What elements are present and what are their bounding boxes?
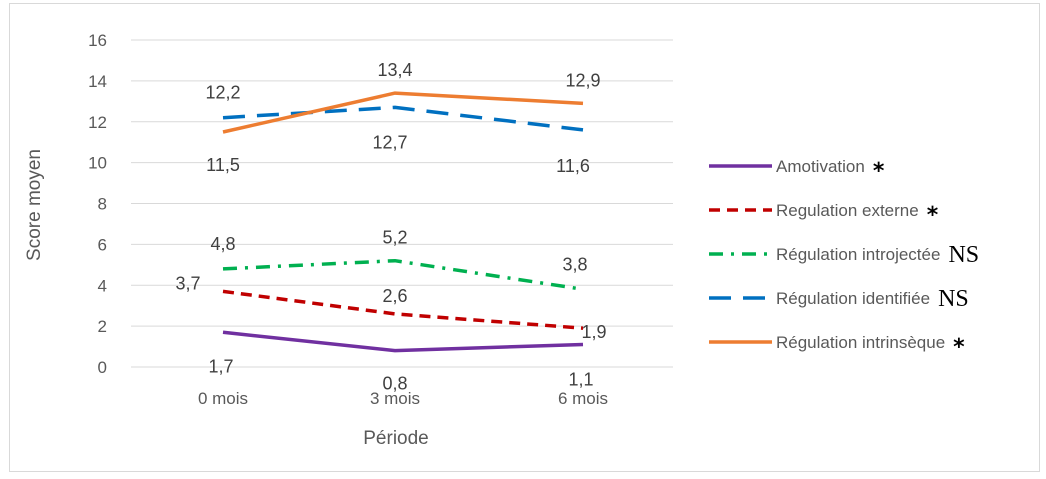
series-line-3 [222,105,584,132]
data-label: 4,8 [210,234,235,254]
y-tick-label: 6 [98,235,107,254]
legend-significance-marker: * [927,203,939,228]
y-tick-label: 10 [88,154,107,173]
y-tick-label: 12 [88,113,107,132]
series-line-4 [222,91,584,134]
legend-item: Régulation introjectée NS [709,242,979,268]
data-label: 11,5 [206,155,240,175]
data-label: 3,8 [562,254,587,274]
y-tick-label: 16 [88,31,107,50]
y-tick-label: 14 [88,72,107,91]
legend-significance-marker: * [953,335,965,360]
y-axis-title: Score moyen [24,149,45,261]
legend: Amotivation *Regulation externe *Régulatio… [709,157,979,360]
x-tick-label: 3 mois [370,389,420,408]
data-label: 13,4 [377,60,412,80]
legend-label: Régulation introjectée [776,245,940,264]
legend-label: Regulation externe [776,201,919,220]
legend-significance-marker: * [873,159,885,184]
series-lines [222,91,584,353]
data-label: 5,2 [382,228,407,248]
data-label: 1,7 [208,356,233,376]
legend-label: Régulation identifiée [776,289,930,308]
data-label: 1,1 [568,370,593,390]
legend-item: Regulation externe * [709,201,939,228]
legend-label: Amotivation [776,157,865,176]
legend-item: Régulation intrinsèque * [709,333,965,360]
x-tick-label: 0 mois [198,389,248,408]
chart-frame [9,3,1040,472]
legend-label: Régulation intrinsèque [776,333,945,352]
y-tick-label: 8 [98,195,107,214]
series-line-1 [222,289,584,330]
data-label: 0,8 [382,374,407,394]
gridlines [131,39,673,368]
data-label: 3,7 [175,273,200,293]
axis-ticks: 0 2 4 6 8 10 12 14 16 0 mois 3 mois 6 mois [88,31,608,408]
legend-item: Régulation identifiée NS [709,286,969,312]
data-label: 12,2 [205,83,240,103]
series-line-2 [222,258,584,292]
legend-item: Amotivation * [709,157,885,184]
y-tick-label: 0 [98,358,107,377]
y-tick-label: 2 [98,317,107,336]
data-label: 12,7 [372,132,407,152]
data-label: 12,9 [565,70,600,90]
series-line-0 [222,330,584,353]
data-labels: 1,7 0,8 1,1 3,7 2,6 1,9 4,8 5,2 3,8 12,2 12,7 11,6 1… [175,60,606,394]
legend-significance-marker: NS [938,286,969,312]
data-label: 1,9 [581,322,606,342]
x-axis-title: Période [363,428,429,449]
x-tick-label: 6 mois [558,389,608,408]
legend-significance-marker: NS [948,242,979,268]
data-label: 11,6 [556,156,590,176]
data-label: 2,6 [382,286,407,306]
y-tick-label: 4 [98,276,107,295]
